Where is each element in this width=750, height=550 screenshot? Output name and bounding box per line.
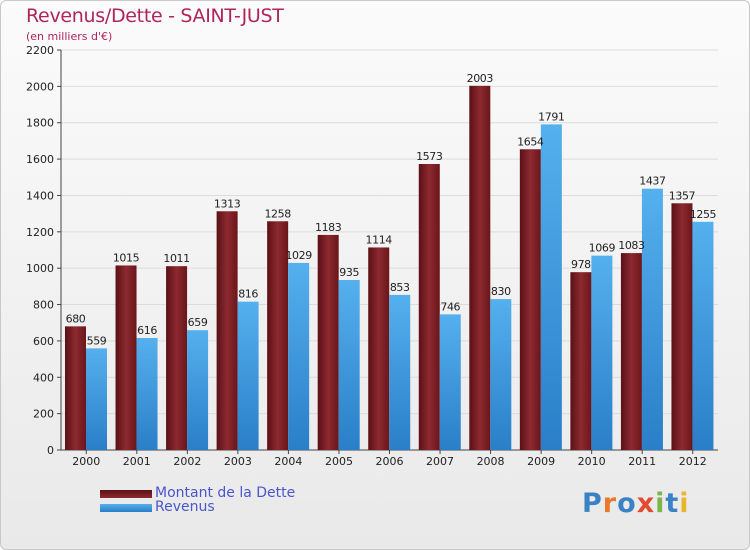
x-tick-label: 2001 xyxy=(123,455,151,468)
legend-swatch-revenus xyxy=(100,504,152,512)
data-label: 1258 xyxy=(264,207,291,220)
data-label: 935 xyxy=(339,266,359,279)
bar-dette xyxy=(620,253,642,450)
data-label: 1654 xyxy=(517,135,544,148)
x-tick-label: 2007 xyxy=(426,455,454,468)
axes: 0 200 400 600 800 1000 1200 1400 1600 1800 2000 220… xyxy=(26,44,718,468)
bar-dette xyxy=(115,265,137,450)
logo-letter: i xyxy=(679,488,690,519)
logo-letter: i xyxy=(655,488,666,519)
bar-dette xyxy=(418,164,440,450)
data-label: 1083 xyxy=(618,239,645,252)
data-label: 1313 xyxy=(214,197,241,210)
bar-dette xyxy=(267,221,289,450)
bar-revenus xyxy=(187,330,209,450)
legend-swatch-dette xyxy=(100,490,152,498)
data-label: 1357 xyxy=(669,189,696,202)
data-label: 559 xyxy=(87,334,107,347)
bar-revenus xyxy=(439,314,461,450)
data-label: 1573 xyxy=(416,150,443,163)
data-label: 1029 xyxy=(285,249,312,262)
data-label: 1069 xyxy=(589,242,616,255)
bar-revenus xyxy=(641,188,663,450)
x-tick-label: 2003 xyxy=(224,455,252,468)
data-label: 1011 xyxy=(163,252,189,265)
data-label: 2003 xyxy=(467,72,494,85)
x-tick-label: 2000 xyxy=(72,455,100,468)
bar-dette xyxy=(166,266,188,450)
logo-letter: t xyxy=(665,488,680,519)
data-label: 1183 xyxy=(315,221,342,234)
y-tick-label: 800 xyxy=(33,299,54,312)
y-tick-label: 2200 xyxy=(26,44,54,57)
bar-dette xyxy=(469,85,491,451)
logo-letter: r xyxy=(602,488,618,519)
chart-title: Revenus/Dette - SAINT-JUST xyxy=(26,5,284,27)
bar-revenus xyxy=(338,280,360,450)
x-tick-label: 2004 xyxy=(274,455,302,468)
data-label: 853 xyxy=(390,281,410,294)
data-label: 680 xyxy=(66,312,86,325)
data-label: 978 xyxy=(571,258,591,271)
data-label: 1437 xyxy=(639,175,666,188)
data-label: 830 xyxy=(491,285,511,298)
y-tick-label: 1800 xyxy=(26,117,54,130)
data-label: 616 xyxy=(137,324,157,337)
bar-dette xyxy=(671,203,693,450)
bars xyxy=(65,85,714,451)
x-tick-label: 2008 xyxy=(477,455,505,468)
x-tick-label: 2011 xyxy=(628,455,656,468)
bar-dette xyxy=(317,234,339,450)
x-tick-label: 2006 xyxy=(376,455,404,468)
x-tick-label: 2009 xyxy=(527,455,555,468)
bar-dette xyxy=(65,326,86,450)
bar-revenus xyxy=(490,299,512,450)
data-label: 1015 xyxy=(113,251,140,264)
logo-letter: x xyxy=(636,488,656,519)
data-label: 659 xyxy=(188,316,208,329)
y-tick-label: 1200 xyxy=(26,226,54,239)
y-tick-label: 400 xyxy=(33,371,54,384)
bar-revenus xyxy=(591,255,613,450)
bar-dette xyxy=(216,211,238,450)
y-tick-label: 0 xyxy=(47,444,54,457)
y-tick-label: 1000 xyxy=(26,262,54,275)
bar-revenus xyxy=(288,262,310,450)
logo-letter: o xyxy=(617,488,637,519)
logo-letter: P xyxy=(582,488,603,519)
y-tick-label: 600 xyxy=(33,335,54,348)
y-tick-label: 1600 xyxy=(26,153,54,166)
chart-subtitle: (en milliers d'€) xyxy=(26,30,113,43)
data-label: 1791 xyxy=(538,110,564,123)
data-label: 1255 xyxy=(690,208,717,221)
y-tick-label: 1400 xyxy=(26,189,54,202)
data-labels: 680 1015 1011 1313 1258 1183 1114 1573 2003 1654 9… xyxy=(66,72,717,348)
x-tick-label: 2010 xyxy=(578,455,606,468)
proxiti-logo: Proxiti xyxy=(582,488,690,519)
bar-revenus xyxy=(86,348,107,450)
y-tick-label: 2000 xyxy=(26,80,54,93)
bar-dette xyxy=(519,149,541,451)
y-tick-label: 200 xyxy=(33,408,54,421)
data-label: 1114 xyxy=(366,233,393,246)
bar-dette xyxy=(368,247,390,450)
bar-dette xyxy=(570,272,592,450)
x-tick-label: 2012 xyxy=(679,455,707,468)
bar-revenus xyxy=(237,301,259,450)
bar-revenus xyxy=(540,124,562,450)
data-label: 746 xyxy=(440,300,460,313)
bar-revenus xyxy=(692,221,714,450)
x-tick-label: 2005 xyxy=(325,455,353,468)
data-label: 816 xyxy=(238,288,258,301)
x-tick-label: 2002 xyxy=(173,455,201,468)
bar-revenus xyxy=(389,294,411,450)
bar-revenus xyxy=(136,338,158,450)
legend-label-dette: Montant de la Dette xyxy=(155,485,296,501)
legend-label-revenus: Revenus xyxy=(155,499,215,515)
